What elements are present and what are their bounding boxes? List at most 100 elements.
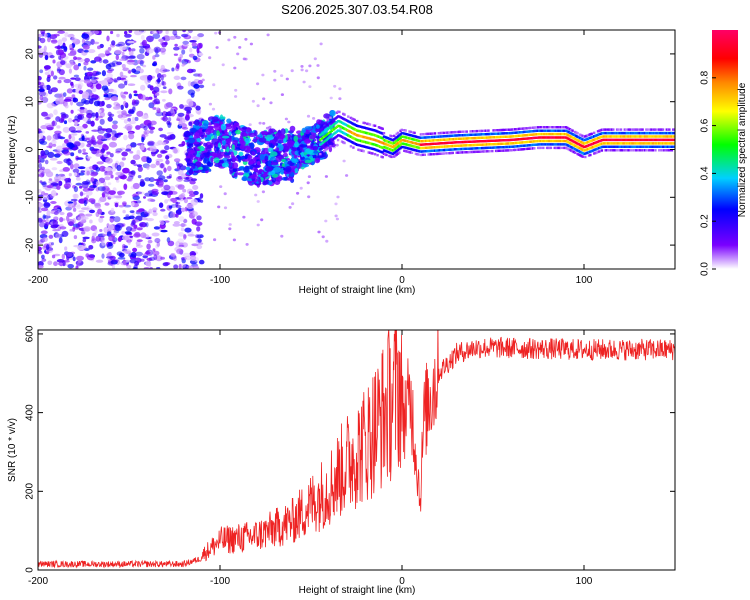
spectrogram-cell [529, 126, 532, 130]
spectrogram-cell [244, 137, 252, 143]
spectrogram-cell [498, 128, 502, 132]
spectrogram-cell [302, 80, 306, 84]
spectrogram-cell [668, 142, 671, 145]
spectrogram-cell [262, 122, 266, 125]
spectrogram-cell [548, 146, 551, 150]
spectrogram-cell [641, 142, 644, 145]
spectrogram-cell [557, 139, 560, 143]
spectrogram-cell [153, 142, 161, 147]
spectrogram-cell [155, 160, 160, 166]
spectrogram-cell [449, 141, 452, 144]
spectrogram-cell [77, 62, 81, 67]
spectrogram-cell [284, 166, 292, 173]
spectrogram-cell [366, 132, 369, 135]
spectrogram-cell [120, 261, 128, 266]
spectrogram-cell [459, 141, 462, 144]
spectrogram-cell [393, 151, 396, 155]
spectrogram-cell [110, 96, 118, 102]
spectrogram-cell [106, 104, 112, 109]
spectrogram-cell [598, 133, 601, 136]
spectrogram-cell [57, 30, 65, 34]
spectrogram-cell [431, 149, 434, 152]
spectrogram-cell [622, 138, 625, 142]
spectrogram-cell [435, 142, 438, 145]
spectrogram-cell [590, 132, 593, 135]
spectrogram-cell [105, 170, 113, 176]
spectrogram-cell [48, 178, 53, 181]
spectrogram-cell [41, 254, 45, 260]
spectrogram-cell [368, 123, 372, 126]
spectrogram-cell [116, 110, 123, 115]
spectrogram-cell [503, 145, 507, 149]
spectrogram-cell [56, 152, 63, 156]
spectrogram-cell [356, 138, 359, 142]
spectrogram-cell [437, 152, 440, 155]
spectrogram-cell [652, 142, 656, 145]
spectrogram-cell [672, 131, 675, 135]
spectrogram-cell [447, 131, 451, 134]
spectrogram-cell [301, 135, 306, 140]
spectrogram-cell [395, 143, 398, 146]
spectrogram-cell [178, 244, 185, 248]
spectrogram-cell [539, 139, 542, 143]
spectrogram-cell [568, 128, 572, 131]
spectrogram-cell [400, 139, 403, 142]
spectrogram-cell [121, 243, 126, 250]
spectrogram-cell [85, 195, 90, 199]
spectrogram-cell [322, 126, 326, 129]
spectrogram-cell [133, 163, 138, 167]
spectrogram-cell [200, 146, 205, 152]
spectrogram-cell [519, 138, 522, 141]
spectrogram-cell [368, 128, 372, 131]
spectrogram-cell [492, 136, 495, 139]
spectrogram-cell [116, 179, 120, 183]
spectrogram-cell [161, 191, 169, 196]
spectrogram-cell [349, 116, 353, 120]
spectrogram-cell [153, 178, 161, 182]
spectrogram-cell [587, 140, 591, 143]
spectrogram-cell [52, 220, 58, 226]
spectrogram-cell [349, 130, 353, 134]
spectrogram-cell [114, 49, 122, 55]
spectrogram-cell [333, 118, 336, 121]
spectrogram-cell [201, 123, 209, 130]
spectrogram-cell [470, 143, 474, 147]
spectrogram-cell [143, 196, 146, 199]
spectrogram-cell [543, 129, 546, 132]
spectrogram-cell [275, 155, 283, 162]
spectrogram-cell [577, 143, 581, 146]
spectrogram-cell [130, 201, 135, 207]
spectrogram-cell [132, 182, 140, 190]
spectrogram-cell [103, 154, 109, 158]
spectrogram-cell [533, 147, 536, 150]
spectrogram-cell [650, 131, 653, 135]
spectrogram-cell [344, 118, 347, 122]
spectrogram-cell [132, 247, 138, 253]
spectrogram-cell [415, 153, 419, 156]
spectrogram-cell [162, 116, 169, 122]
spectrogram-cell [493, 146, 496, 149]
spectrogram-cell [581, 145, 584, 148]
spectrogram-cell [429, 149, 433, 153]
spectrogram-cell [367, 151, 370, 154]
spectrogram-cell [508, 138, 512, 142]
spectrogram-cell [610, 131, 614, 135]
spectrogram-cell [568, 135, 572, 138]
spectrogram-cell [445, 148, 448, 152]
spectrogram-cell [477, 150, 480, 153]
spectrogram-cell [400, 142, 403, 145]
spectrogram-cell [429, 132, 433, 135]
spectrogram-cell [91, 135, 95, 142]
spectrogram-cell [554, 146, 558, 150]
spectrogram-cell [519, 141, 522, 144]
spectrogram-cell [493, 129, 496, 132]
spectrogram-cell [356, 119, 359, 123]
spectrogram-cell [510, 128, 513, 131]
spectrogram-cell [85, 131, 90, 134]
spectrogram-cell [642, 142, 646, 145]
spectrogram-cell [431, 146, 434, 149]
spectrogram-cell [89, 219, 93, 224]
spectrogram-cell [612, 149, 615, 152]
spectrogram-cell [398, 137, 401, 140]
colorbar-tick-label: 0.4 [700, 166, 711, 180]
